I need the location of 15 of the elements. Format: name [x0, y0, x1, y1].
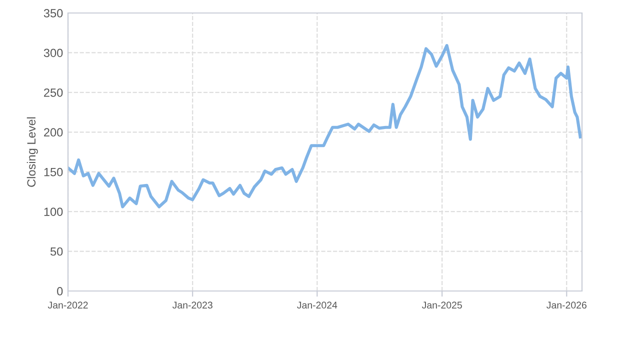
y-tick-label: 350	[44, 9, 63, 18]
line-series	[68, 44, 582, 208]
y-tick-label: 0	[57, 287, 63, 296]
y-tick-label: 250	[44, 88, 63, 97]
y-tick-label: 300	[44, 48, 63, 58]
y-tick-label: 200	[44, 128, 63, 137]
x-tick-label: Jan-2025	[422, 302, 462, 309]
y-tick-label: 100	[44, 208, 63, 216]
y-tick-label: 150	[44, 168, 63, 176]
x-tick-label: Jan-2024	[297, 302, 338, 309]
x-tick-label: Jan-2026	[546, 302, 586, 309]
y-axis-title: Closing Level	[26, 117, 38, 187]
y-tick-label: 50	[50, 247, 63, 256]
x-tick-label: Jan-2023	[172, 302, 212, 309]
x-tick-label: Jan-2022	[48, 302, 88, 309]
